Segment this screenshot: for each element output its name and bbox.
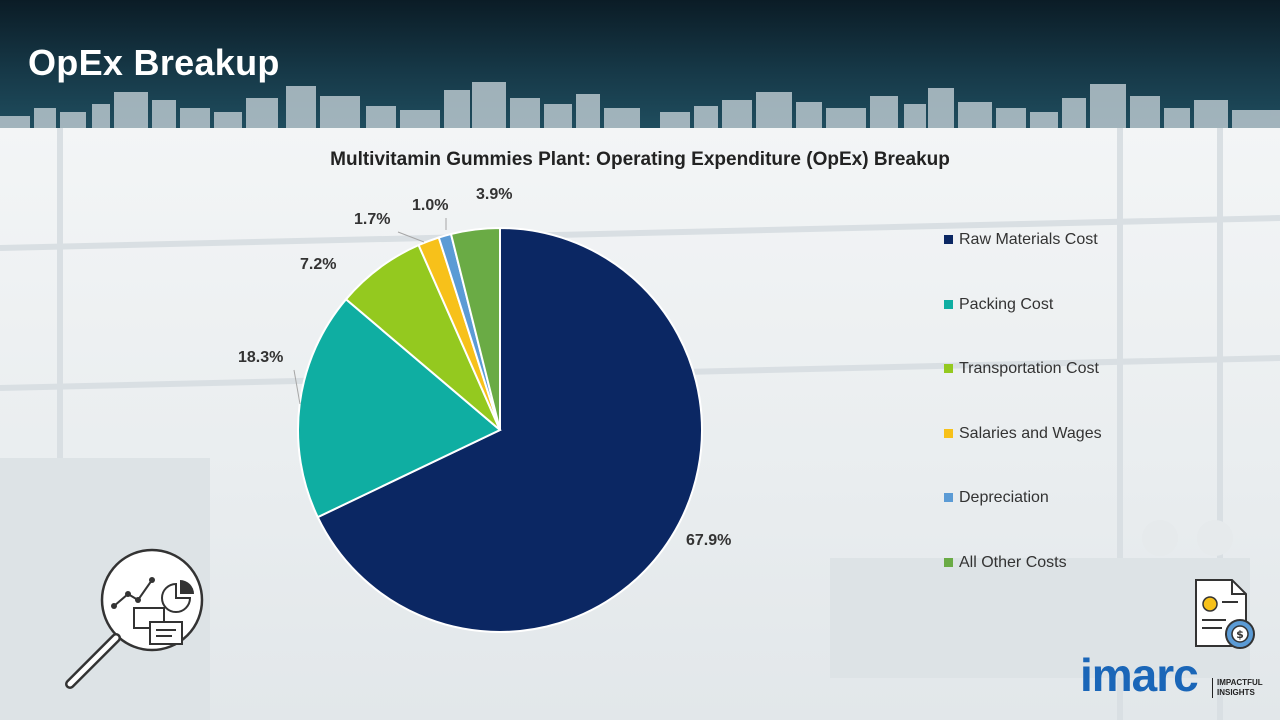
pie-slice-all-other-costs [449, 226, 501, 431]
data-label-packing-cost: 18.3% [238, 349, 283, 366]
legend-item-raw-materials-cost: Raw Materials Cost [944, 230, 1102, 295]
legend-swatch [944, 428, 953, 438]
legend-swatch [944, 557, 953, 567]
chart-legend: Raw Materials Cost Packing Cost Transporta… [944, 230, 1102, 618]
legend-swatch [944, 235, 953, 244]
legend-label: Raw Materials Cost [959, 231, 1098, 248]
data-label-depreciation: 1.0% [412, 197, 448, 214]
leader-line-salaries-and-wages [397, 231, 425, 243]
legend-item-all-other-costs: All Other Costs [944, 553, 1102, 618]
logo-wordmark: imarc [1080, 649, 1199, 701]
leader-line-packing-cost [293, 369, 301, 405]
imarc-logo: imarc IMPACTFUL INSIGHTS [1080, 649, 1270, 706]
pie-slice-raw-materials-cost [316, 226, 703, 633]
chart-title-text: Multivitamin Gummies Plant: Operating Ex… [330, 149, 950, 170]
data-label-raw-materials-cost: 67.9% [686, 532, 731, 549]
legend-swatch [944, 493, 953, 503]
legend-swatch [944, 364, 953, 374]
legend-item-transportation-cost: Transportation Cost [944, 359, 1102, 424]
legend-label: Depreciation [959, 489, 1049, 507]
legend-item-packing-cost: Packing Cost [944, 295, 1102, 360]
chart-title: Multivitamin Gummies Plant: Operating Ex… [0, 149, 1280, 171]
legend-label: Transportation Cost [959, 360, 1099, 378]
legend-label: Salaries and Wages [959, 424, 1102, 442]
svg-text:$: $ [1236, 628, 1244, 641]
legend-label: Packing Cost [959, 295, 1054, 313]
legend-label: All Other Costs [959, 553, 1067, 571]
faded-factory-background [0, 128, 1280, 720]
logo-tagline-line-1: IMPACTFUL [1217, 678, 1263, 687]
legend-swatch [944, 299, 953, 309]
legend-item-salaries-and-wages: Salaries and Wages [944, 424, 1102, 489]
header-banner: OpEx Breakup [0, 0, 1280, 128]
city-skyline-decoration [0, 82, 1280, 128]
data-label-salaries-and-wages: 1.7% [354, 211, 390, 228]
magnifier-chart-icon [65, 548, 204, 689]
legend-item-depreciation: Depreciation [944, 488, 1102, 553]
page-title: OpEx Breakup [28, 42, 280, 83]
logo-tagline: IMPACTFUL INSIGHTS [1212, 678, 1263, 698]
data-label-transportation-cost: 7.2% [300, 256, 336, 273]
data-label-all-other-costs: 3.9% [476, 186, 512, 203]
logo-tagline-line-2: INSIGHTS [1217, 688, 1255, 697]
invoice-dollar-gear-icon: $ [1195, 579, 1255, 649]
